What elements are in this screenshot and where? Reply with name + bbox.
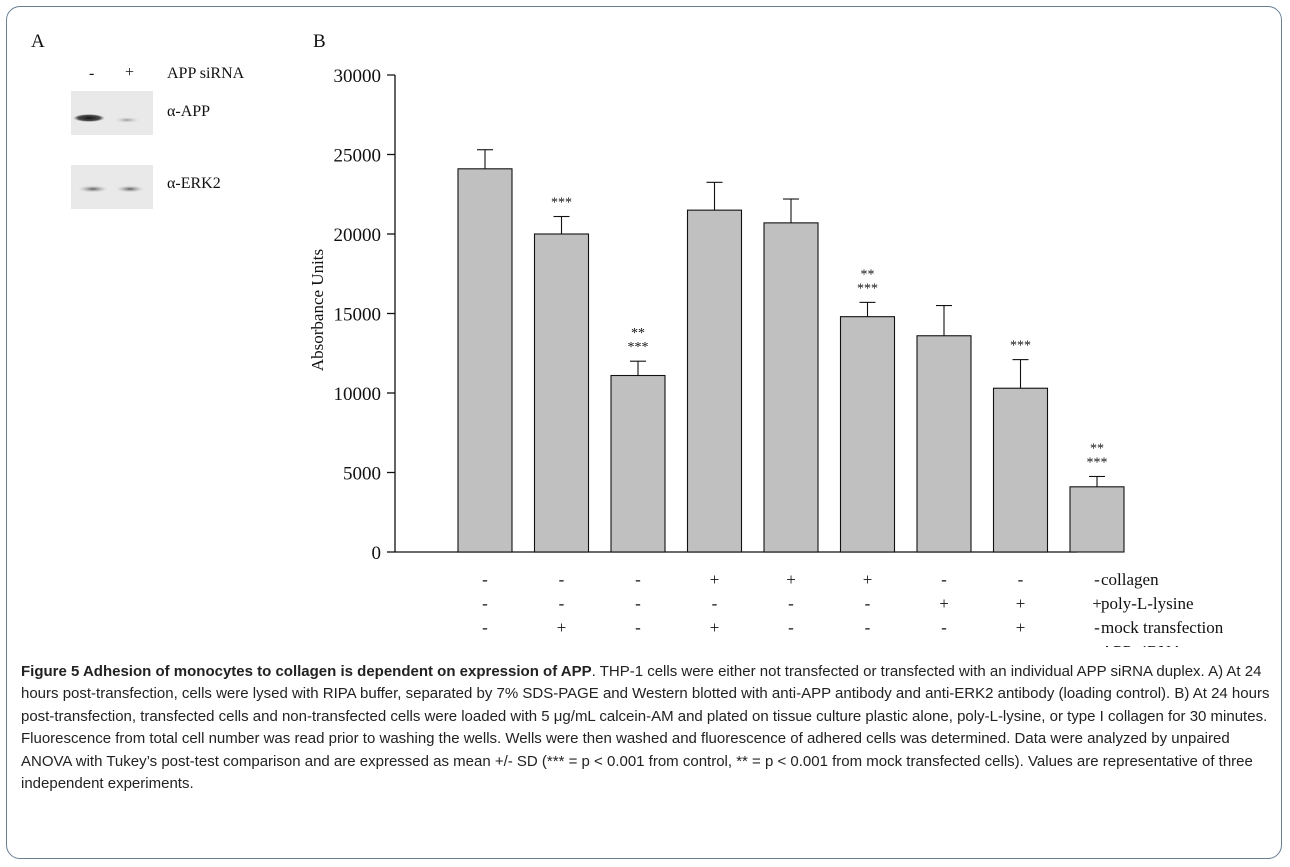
y-tick-label: 5000 <box>343 464 381 485</box>
caption-title: Figure 5 Adhesion of monocytes to collag… <box>21 663 592 680</box>
condition-sign: - <box>1018 642 1024 647</box>
significance-label: *** <box>551 196 572 211</box>
condition-sign: - <box>941 618 947 637</box>
significance-label: *** <box>1087 455 1108 470</box>
condition-sign: - <box>788 594 794 613</box>
condition-sign: + <box>557 618 567 637</box>
condition-sign: + <box>710 618 720 637</box>
condition-sign: - <box>712 594 718 613</box>
y-tick-label: 30000 <box>334 66 382 87</box>
condition-sign: + <box>1016 594 1026 613</box>
condition-label: APP siRNA <box>1101 642 1184 647</box>
bar <box>610 374 666 553</box>
condition-sign: + <box>786 570 796 589</box>
app-band-lane2 <box>114 117 140 123</box>
app-band-lane1 <box>73 114 105 122</box>
condition-sign: - <box>865 594 871 613</box>
condition-sign: - <box>941 642 947 647</box>
condition-sign: - <box>635 570 641 589</box>
bar <box>916 335 972 553</box>
condition-sign: - <box>559 642 565 647</box>
figure-frame: A - + APP siRNA α-APP <box>6 6 1282 859</box>
panel-b-letter: B <box>313 31 326 52</box>
significance-label: ** <box>1090 441 1104 456</box>
caption-body: . THP-1 cells were either not transfecte… <box>21 663 1270 793</box>
condition-sign: - <box>482 642 488 647</box>
y-axis-label: Absorbance Units <box>308 249 327 371</box>
erk2-band-lane1 <box>78 185 108 193</box>
significance-label: *** <box>1010 339 1031 354</box>
condition-sign: + <box>633 642 643 647</box>
condition-sign: - <box>1094 570 1100 589</box>
condition-sign: - <box>788 618 794 637</box>
condition-label: collagen <box>1101 570 1159 589</box>
bar <box>533 233 590 553</box>
condition-sign: - <box>482 570 488 589</box>
significance-label: ** <box>861 267 875 282</box>
condition-sign: - <box>1094 618 1100 637</box>
condition-sign: - <box>941 570 947 589</box>
bars: ********************* <box>457 149 1125 553</box>
condition-table: - - - + + + - - - collagen- - - - - - + + + poly-L-lysine-… <box>482 570 1224 647</box>
app-blot-label: α-APP <box>167 103 211 120</box>
condition-sign: - <box>482 594 488 613</box>
condition-label: poly-L-lysine <box>1101 594 1194 613</box>
erk2-blot-image <box>71 165 153 209</box>
lane-header-label: APP siRNA <box>167 65 245 82</box>
erk2-blot-label: α-ERK2 <box>167 175 221 192</box>
condition-sign: - <box>635 594 641 613</box>
significance-label: ** <box>631 326 645 341</box>
erk2-band-lane2 <box>116 185 144 193</box>
condition-sign: + <box>939 594 949 613</box>
condition-sign: + <box>1016 618 1026 637</box>
lane-minus-label: - <box>89 65 95 82</box>
y-tick-label: 0 <box>372 543 382 564</box>
bar <box>1069 486 1125 553</box>
significance-label: *** <box>857 281 878 296</box>
condition-sign: + <box>1092 642 1102 647</box>
app-blot-bands <box>73 114 140 123</box>
bar <box>839 316 896 553</box>
erk2-blot-bands <box>78 185 144 193</box>
condition-sign: - <box>482 618 488 637</box>
condition-sign: - <box>712 642 718 647</box>
bar <box>686 209 743 553</box>
bar <box>457 168 513 553</box>
bar <box>763 222 819 553</box>
condition-sign: - <box>559 594 565 613</box>
app-blot-image <box>71 91 153 135</box>
bar <box>992 387 1049 553</box>
lane-plus-label: + <box>125 64 135 81</box>
condition-sign: - <box>1018 570 1024 589</box>
condition-label: mock transfection <box>1101 618 1224 637</box>
condition-sign: - <box>559 570 565 589</box>
significance-label: *** <box>628 340 649 355</box>
condition-sign: + <box>1092 594 1102 613</box>
y-tick-label: 10000 <box>334 384 382 405</box>
condition-sign: - <box>635 618 641 637</box>
y-tick-label: 25000 <box>334 146 382 167</box>
condition-sign: + <box>710 570 720 589</box>
y-tick-label: 20000 <box>334 225 382 246</box>
condition-sign: + <box>863 570 873 589</box>
y-tick-label: 15000 <box>334 305 382 326</box>
condition-sign: - <box>865 618 871 637</box>
panel-a-letter: A <box>31 31 45 52</box>
figure-caption: Figure 5 Adhesion of monocytes to collag… <box>21 661 1271 795</box>
condition-sign: + <box>863 642 873 647</box>
condition-sign: - <box>788 642 794 647</box>
